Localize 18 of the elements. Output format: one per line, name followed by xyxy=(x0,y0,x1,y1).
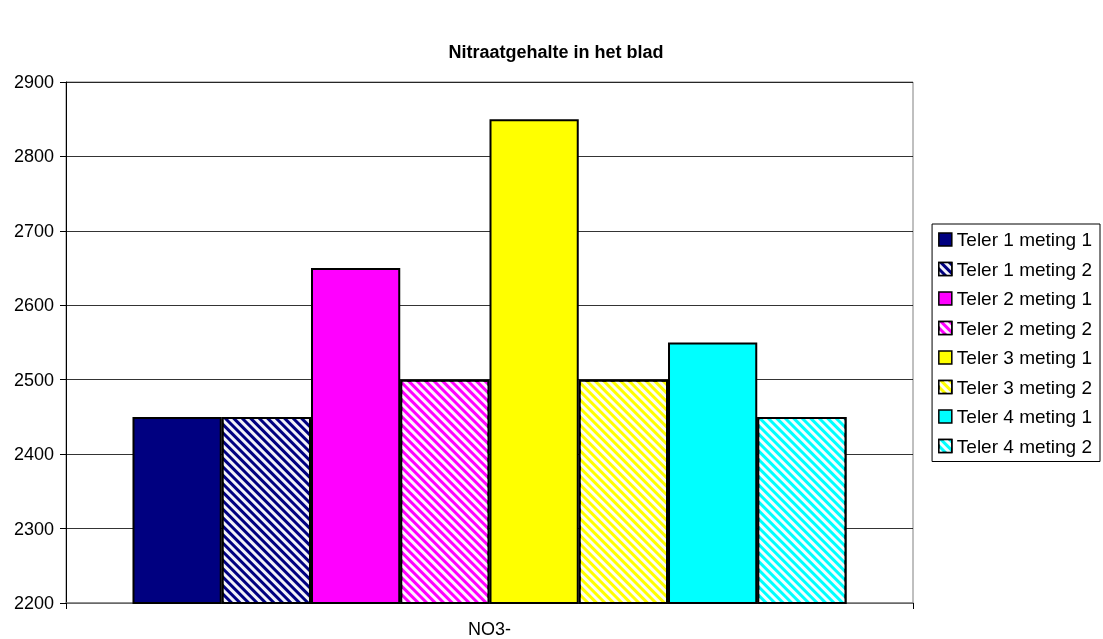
y-tick-label: 2200 xyxy=(13,593,54,613)
legend-label: Teler 2 meting 2 xyxy=(956,317,1093,339)
legend-label: Teler 1 meting 1 xyxy=(956,229,1093,250)
legend-label: Teler 2 meting 1 xyxy=(956,288,1093,309)
legend-label: Teler 4 meting 2 xyxy=(956,435,1093,457)
y-tick-label: 2800 xyxy=(13,146,54,167)
legend-label: Teler 3 meting 2 xyxy=(956,376,1093,398)
y-tick-label: 2600 xyxy=(13,295,54,316)
chart-title: Nitraatgehalte in het blad xyxy=(448,42,664,62)
y-tick-label: 2900 xyxy=(13,72,54,92)
y-tick-label: 2700 xyxy=(13,220,54,241)
y-tick-label: 2300 xyxy=(13,518,54,539)
x-tick-label: NO3- xyxy=(467,619,512,639)
y-tick-label: 2400 xyxy=(13,444,54,465)
legend-label: Teler 1 meting 2 xyxy=(956,258,1093,280)
y-tick-label: 2500 xyxy=(13,369,54,390)
legend-label: Teler 4 meting 1 xyxy=(956,406,1093,427)
legend-label: Teler 3 meting 1 xyxy=(956,347,1093,368)
